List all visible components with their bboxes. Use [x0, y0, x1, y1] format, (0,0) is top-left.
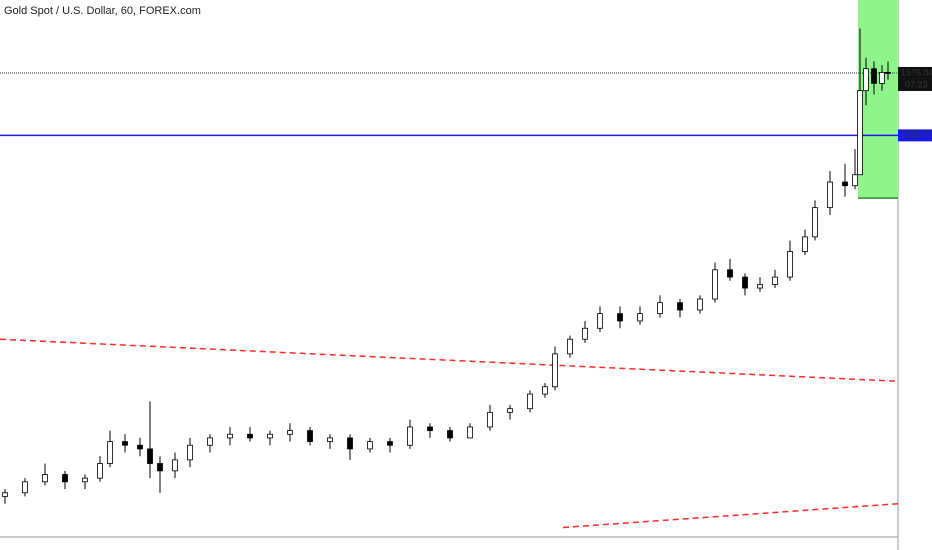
candle-body: [82, 477, 88, 483]
candle-body: [812, 207, 818, 238]
candle-body: [97, 463, 103, 479]
chart-title: Gold Spot / U.S. Dollar, 60, FOREX.com: [4, 5, 201, 17]
last-price-label: 1576.84: [901, 67, 932, 77]
candle-body: [387, 441, 393, 446]
candle-body: [677, 302, 683, 311]
candle-body: [157, 463, 163, 472]
candle-body: [347, 437, 353, 450]
candle-body: [637, 313, 643, 322]
candle-body: [447, 430, 453, 439]
candle-body: [827, 181, 833, 209]
candle-body: [712, 269, 718, 300]
candle-body: [2, 492, 8, 497]
candle-body: [542, 386, 548, 395]
candle-body: [122, 441, 128, 446]
candle-body: [427, 426, 433, 432]
candle-body: [22, 481, 28, 494]
countdown-label: 07:23: [905, 79, 928, 89]
hline-label-box: [898, 129, 932, 142]
candle-body: [863, 68, 869, 92]
candle-body: [871, 68, 877, 84]
candle-body: [617, 313, 623, 322]
last-price-box: [898, 66, 932, 79]
candle-body: [247, 433, 253, 439]
candle-body: [327, 437, 333, 442]
candle-body: [552, 353, 558, 388]
hline-label: 1559.77: [901, 130, 932, 140]
candle-body: [42, 474, 48, 483]
candle-body: [62, 474, 68, 483]
zone: [858, 0, 898, 199]
candle-body: [467, 426, 473, 439]
candle-body: [852, 174, 858, 187]
candle-body: [879, 71, 885, 84]
candle-body: [107, 441, 113, 464]
candle-body: [147, 448, 153, 464]
candle-body: [407, 426, 413, 446]
candle-body: [367, 441, 373, 450]
candle-body: [172, 459, 178, 472]
candle-body: [267, 433, 273, 439]
candle-body: [885, 71, 891, 74]
axes: 1559.77 1576.84 07:23: [898, 66, 932, 142]
plot: [0, 0, 899, 529]
candle-body: [207, 437, 213, 446]
candle-body: [307, 430, 313, 442]
candle-body: [787, 251, 793, 278]
candle-body: [227, 433, 233, 439]
candle-body: [657, 302, 663, 315]
candle-body: [697, 298, 703, 311]
candle-body: [287, 430, 293, 435]
candle-body: [487, 411, 493, 428]
candle-body: [802, 236, 808, 252]
candle-body: [567, 338, 573, 355]
candle-body: [137, 444, 143, 450]
candle-body: [772, 276, 778, 285]
candle-body: [757, 284, 763, 289]
candle-body: [507, 408, 513, 413]
candle-body: [727, 269, 733, 278]
candle-body: [742, 276, 748, 289]
candle-body: [527, 393, 533, 410]
candle-body: [597, 313, 603, 329]
countdown-box: [898, 78, 932, 91]
candle-body: [842, 181, 848, 187]
candle-body: [857, 90, 863, 176]
trendline: [562, 502, 899, 529]
candle-body: [582, 327, 588, 340]
candle-body: [187, 444, 193, 461]
